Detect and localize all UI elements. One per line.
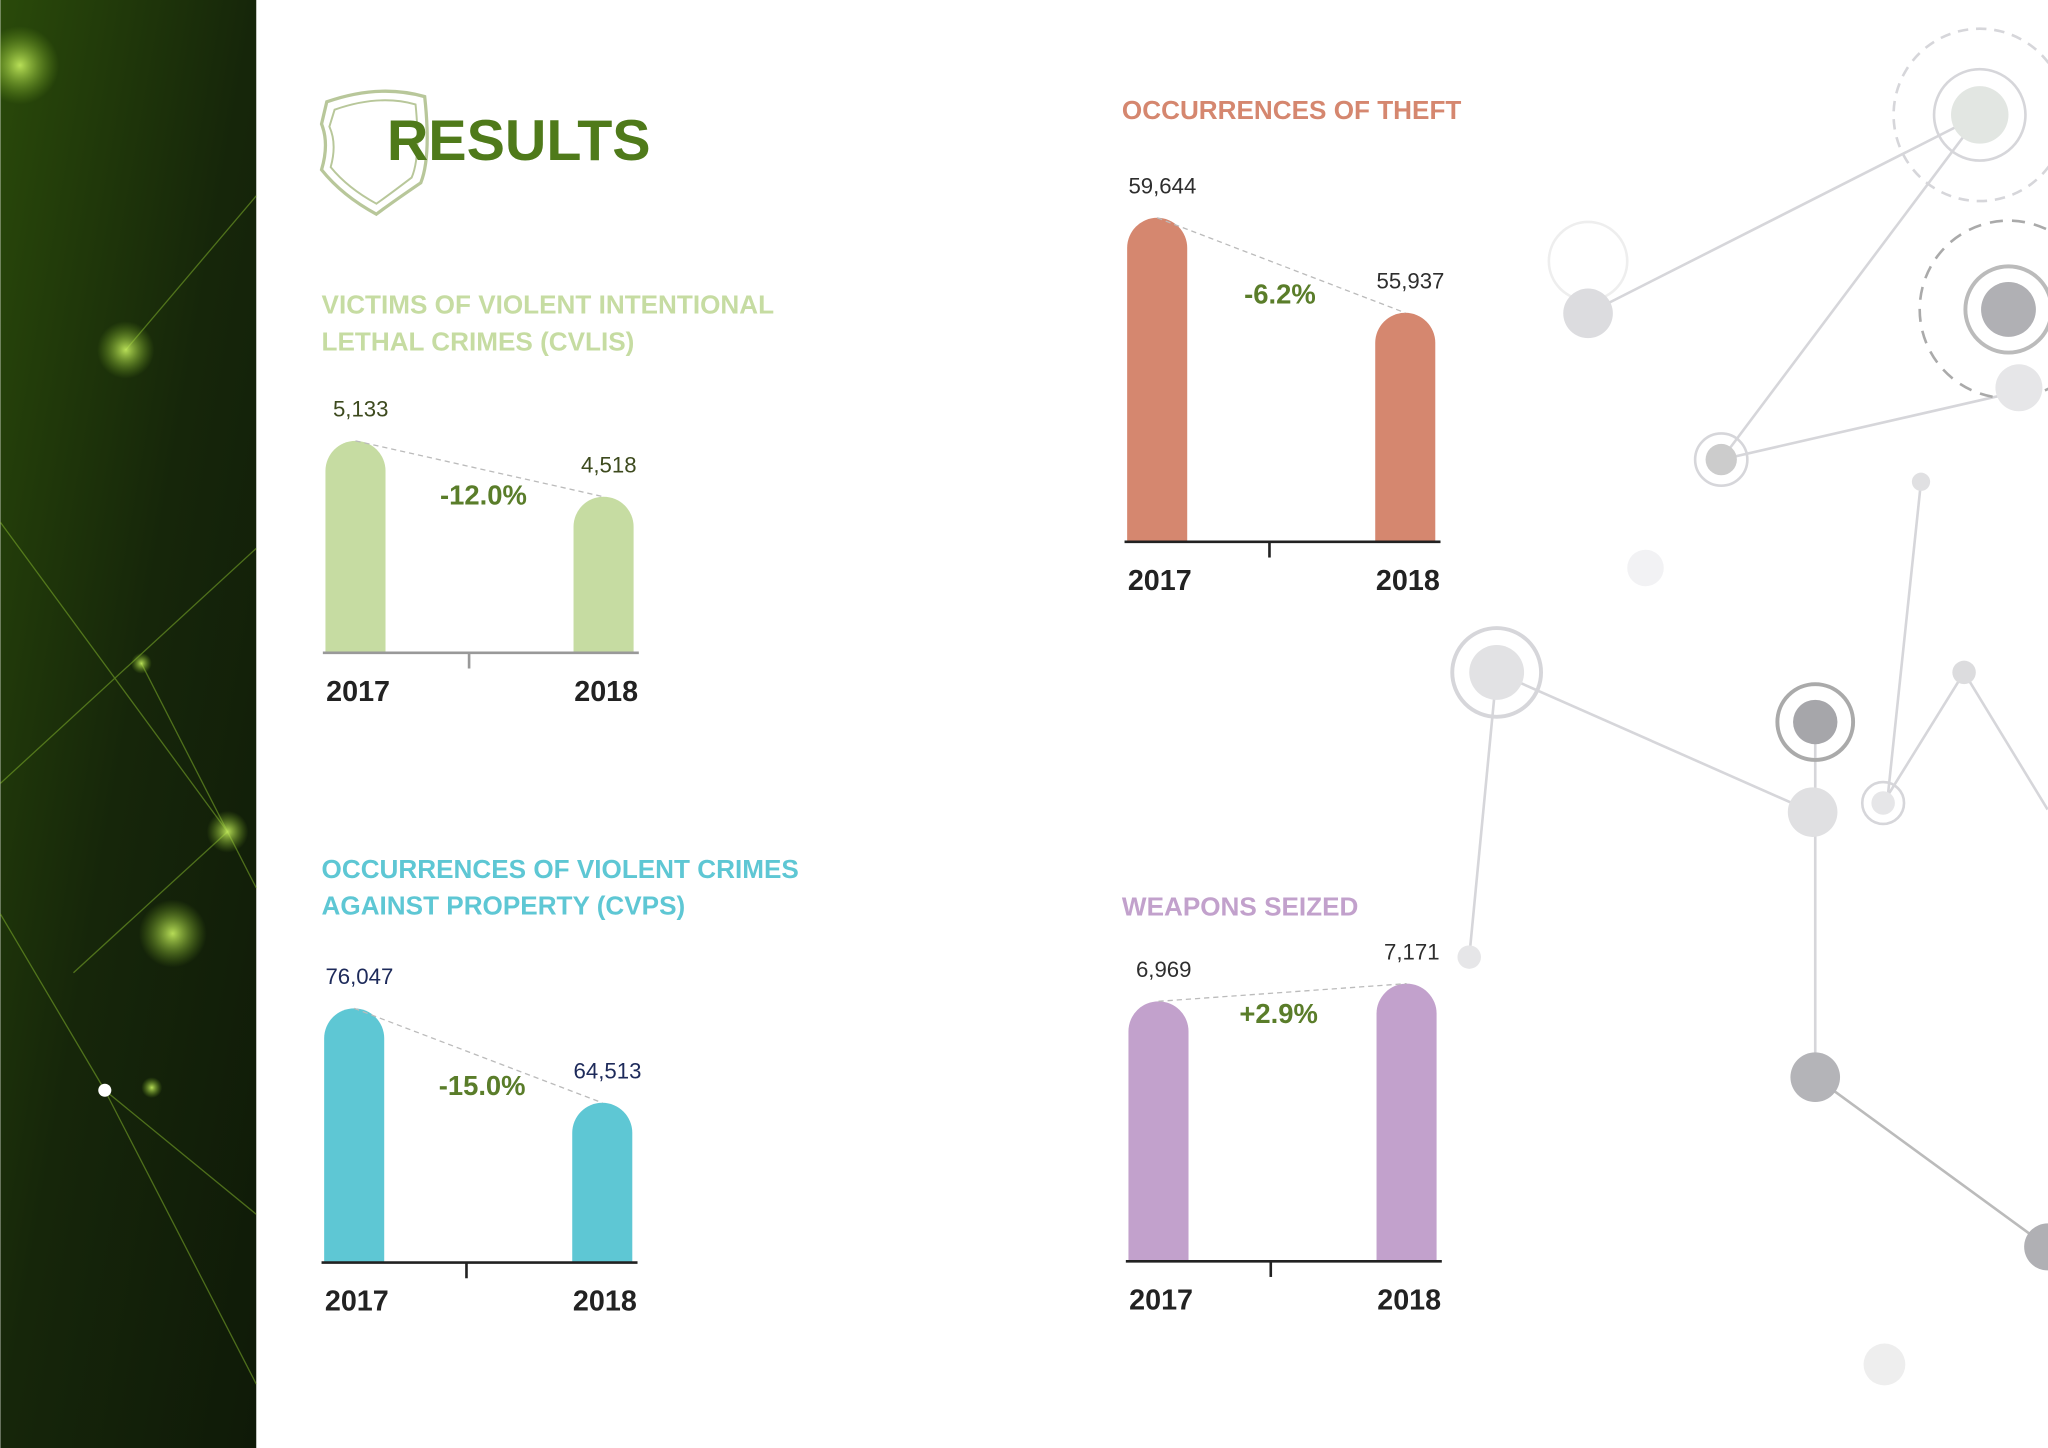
bar bbox=[325, 440, 386, 653]
results-badge: RESULTS bbox=[319, 89, 651, 217]
value-label: 64,513 bbox=[574, 1059, 642, 1084]
value-label: 59,644 bbox=[1128, 174, 1196, 199]
change-annotation: -12.0% bbox=[440, 480, 527, 511]
value-label: 7,171 bbox=[1384, 939, 1440, 964]
value-label: 4,518 bbox=[581, 453, 637, 478]
x-tick-label: 2018 bbox=[1376, 565, 1440, 597]
bar bbox=[1128, 1001, 1189, 1262]
chart-title: AGAINST PROPERTY (CVPS) bbox=[322, 890, 686, 920]
bar bbox=[1127, 217, 1188, 542]
change-annotation: -15.0% bbox=[439, 1070, 526, 1101]
bar bbox=[573, 496, 634, 653]
bar bbox=[1375, 312, 1436, 542]
trend-line bbox=[355, 440, 604, 498]
trend-line bbox=[353, 1007, 603, 1104]
chart-title: OCCURRENCES OF THEFT bbox=[1122, 95, 1461, 125]
chart: WEAPONS SEIZED 6,969 2017 7,171 2018 +2.9% bbox=[1122, 892, 1442, 1316]
network-nodes bbox=[1457, 86, 2048, 1386]
x-tick-label: 2017 bbox=[325, 1286, 389, 1318]
x-tick-label: 2017 bbox=[1128, 565, 1192, 597]
trend-line bbox=[1158, 982, 1407, 1002]
bar bbox=[324, 1008, 385, 1263]
value-label: 76,047 bbox=[325, 964, 393, 989]
charts: VICTIMS OF VIOLENT INTENTIONAL LETHAL CRI… bbox=[322, 95, 1462, 1317]
side-panel bbox=[0, 0, 257, 1448]
change-annotation: +2.9% bbox=[1239, 998, 1317, 1029]
x-tick-label: 2018 bbox=[1377, 1284, 1441, 1316]
network-decoration bbox=[1450, 27, 2048, 1248]
x-tick-label: 2018 bbox=[573, 1286, 637, 1318]
chart-title: WEAPONS SEIZED bbox=[1122, 892, 1358, 922]
page-title: RESULTS bbox=[387, 109, 651, 173]
bar bbox=[1376, 983, 1437, 1262]
value-label: 5,133 bbox=[333, 397, 389, 422]
value-label: 6,969 bbox=[1136, 957, 1192, 982]
chart: OCCURRENCES OF THEFT 59,644 2017 55,937 2018… bbox=[1122, 95, 1461, 597]
chart: VICTIMS OF VIOLENT INTENTIONAL LETHAL CRI… bbox=[322, 290, 775, 708]
value-label: 55,937 bbox=[1377, 269, 1445, 294]
chart-title: OCCURRENCES OF VIOLENT CRIMES bbox=[322, 854, 799, 884]
chart-title: VICTIMS OF VIOLENT INTENTIONAL bbox=[322, 290, 775, 320]
trend-line bbox=[1156, 217, 1406, 314]
bar bbox=[572, 1102, 633, 1263]
chart: OCCURRENCES OF VIOLENT CRIMES AGAINST PRO… bbox=[322, 854, 799, 1318]
x-tick-label: 2017 bbox=[326, 676, 390, 708]
change-annotation: -6.2% bbox=[1244, 279, 1316, 310]
x-tick-label: 2017 bbox=[1129, 1284, 1193, 1316]
chart-title: LETHAL CRIMES (CVLIS) bbox=[322, 326, 635, 356]
x-tick-label: 2018 bbox=[574, 676, 638, 708]
